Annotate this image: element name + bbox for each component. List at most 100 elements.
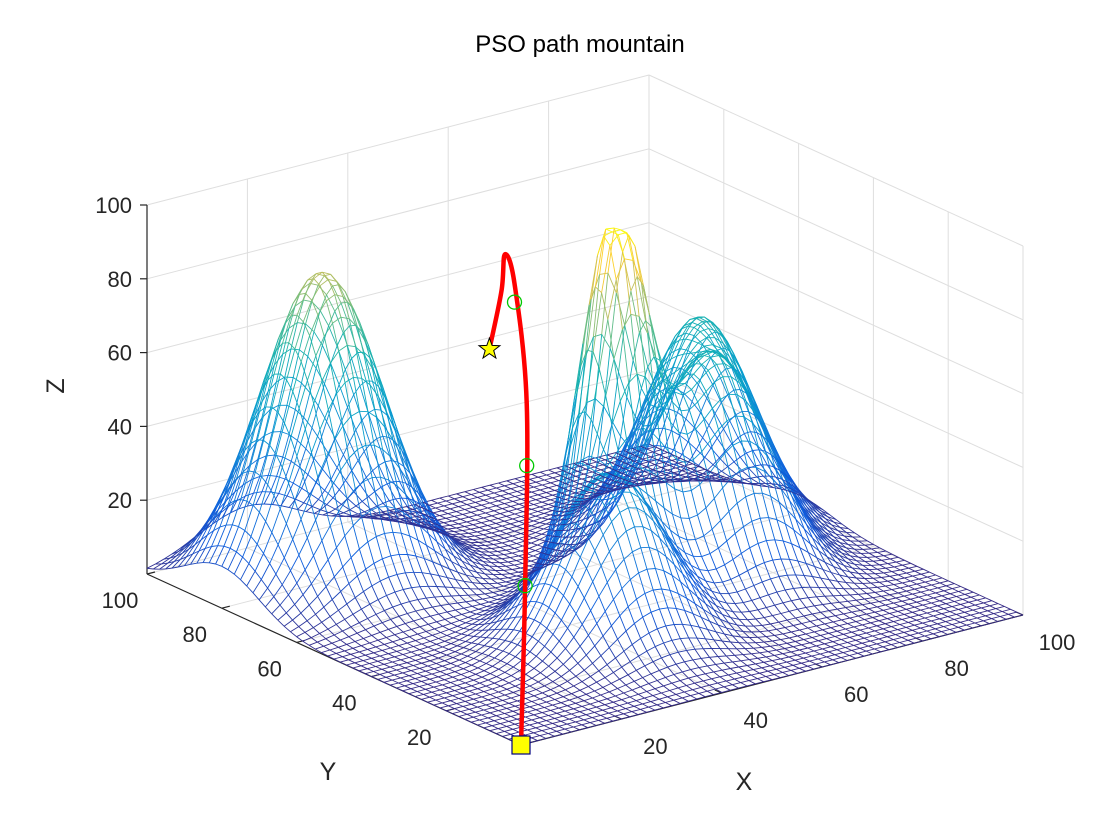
mesh-line (831, 524, 841, 528)
mesh-line (436, 660, 445, 664)
mesh-line (361, 331, 369, 345)
mesh-line (756, 432, 766, 452)
mesh-line (709, 547, 719, 554)
mesh-line (601, 245, 611, 293)
mesh-line (327, 547, 337, 561)
mesh-line (663, 570, 673, 576)
mesh-line (665, 702, 672, 707)
mesh-line (797, 606, 807, 610)
mesh-line (310, 637, 318, 643)
mesh-line (831, 601, 840, 604)
mesh-line (483, 725, 493, 729)
mesh-line (510, 555, 519, 559)
mesh-line (433, 704, 441, 709)
mesh-line (495, 520, 505, 524)
mesh-line (236, 442, 244, 463)
mesh-line (492, 609, 502, 618)
mesh-line (689, 514, 698, 519)
mesh-line (184, 553, 194, 566)
mesh-line (288, 315, 298, 343)
mesh-line (473, 653, 483, 659)
mesh-line (540, 695, 549, 700)
mesh-line (369, 510, 377, 537)
mesh-line (394, 508, 402, 534)
mesh-line (516, 506, 526, 510)
mesh-line (689, 342, 699, 354)
mesh-line (431, 671, 441, 675)
mesh-line (703, 528, 713, 537)
mesh-line (459, 620, 466, 624)
mesh-line (471, 491, 480, 495)
mesh-line (642, 703, 649, 708)
mesh-line (345, 470, 353, 481)
mesh-line (525, 698, 532, 702)
mesh-line (407, 554, 415, 573)
mesh-line (486, 587, 496, 590)
mesh-line (498, 707, 507, 712)
mesh-line (450, 700, 457, 705)
mesh-line (579, 463, 589, 467)
mesh-line (334, 311, 344, 334)
mesh-line (379, 631, 387, 638)
mesh-line (381, 666, 391, 670)
mesh-line (537, 508, 547, 512)
mesh-line (234, 447, 242, 465)
mesh-line (359, 385, 369, 414)
mesh-line (248, 544, 258, 564)
mesh-line (830, 644, 840, 648)
mesh-line (780, 610, 790, 614)
mesh-line (503, 595, 513, 601)
mesh-line (734, 602, 744, 605)
mesh-line (563, 428, 573, 482)
mesh-line (801, 620, 811, 624)
mesh-line (720, 618, 729, 624)
mesh-line (430, 573, 438, 587)
mesh-line (473, 679, 480, 684)
mesh-line (795, 639, 804, 642)
mesh-line (415, 678, 422, 682)
mesh-line (539, 698, 547, 703)
mesh-line (471, 582, 479, 590)
mesh-line (661, 588, 671, 591)
mesh-line (596, 623, 604, 637)
mesh-line (446, 631, 456, 636)
mesh-line (730, 376, 740, 384)
mesh-line (213, 497, 221, 511)
mesh-line (338, 498, 348, 512)
grid-line (146, 222, 650, 354)
mesh-line (568, 521, 578, 531)
mesh-line (941, 629, 950, 633)
mesh-line (396, 623, 406, 627)
mesh-line (377, 637, 387, 641)
mesh-line (263, 409, 271, 437)
mesh-line (477, 685, 487, 690)
mesh-line (872, 633, 882, 637)
mesh-line (434, 595, 443, 598)
mesh-line (443, 503, 453, 507)
mesh-line (901, 616, 911, 620)
mesh-line (554, 671, 562, 677)
mesh-line (544, 707, 551, 711)
mesh-line (530, 557, 540, 562)
mesh-line (592, 292, 603, 352)
mesh-line (642, 456, 652, 460)
mesh-line (483, 688, 493, 693)
mesh-line (334, 294, 342, 318)
mesh-line (701, 440, 711, 452)
mesh-line (926, 628, 936, 632)
mesh-line (577, 714, 587, 718)
mesh-line (423, 654, 433, 659)
mesh-line (163, 557, 171, 560)
mesh-line (355, 324, 363, 332)
mesh-line (757, 656, 766, 659)
mesh-line (348, 449, 358, 459)
mesh-line (436, 643, 443, 648)
mesh-line (402, 589, 410, 602)
mesh-line (539, 733, 549, 737)
mesh-line (453, 555, 463, 562)
mesh-line (180, 556, 187, 560)
mesh-line (463, 580, 473, 584)
mesh-line (419, 646, 429, 651)
mesh-line (196, 528, 204, 536)
mesh-line (535, 546, 544, 552)
